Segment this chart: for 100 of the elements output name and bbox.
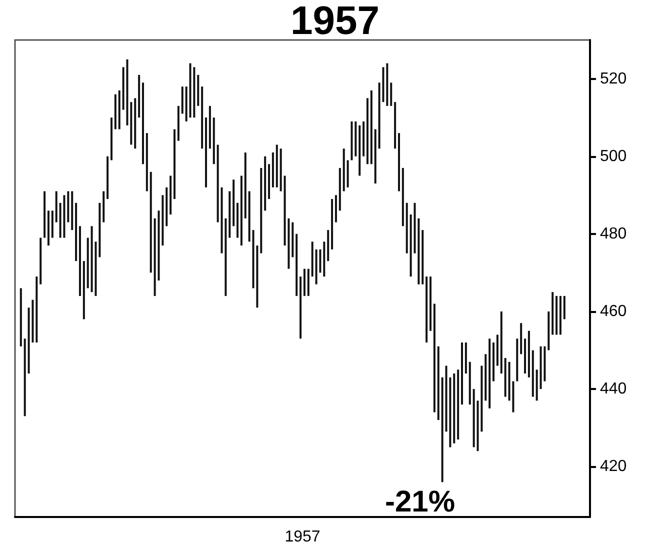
bar	[418, 218, 420, 284]
bar	[323, 242, 326, 277]
bar	[292, 222, 294, 258]
bar	[464, 342, 467, 374]
bar	[559, 296, 562, 335]
bar	[488, 338, 491, 408]
bar	[358, 125, 361, 176]
bar	[150, 172, 152, 273]
bar	[426, 276, 428, 342]
bar	[63, 195, 66, 238]
bar	[248, 191, 250, 242]
bar	[556, 296, 558, 335]
bar	[170, 176, 172, 215]
bar	[216, 144, 219, 222]
bar	[185, 86, 188, 122]
annotation: -21%	[385, 486, 456, 518]
y-tick-label: 460	[600, 302, 627, 320]
bar	[524, 338, 526, 374]
bar	[114, 94, 116, 130]
bar	[280, 148, 282, 192]
bar	[468, 362, 471, 405]
bar	[552, 292, 554, 335]
bar	[272, 152, 274, 188]
bar	[386, 63, 388, 106]
bar	[174, 129, 176, 199]
bar	[260, 168, 262, 254]
bar	[106, 156, 109, 199]
bar	[500, 311, 502, 374]
x-axis-title: 1957	[284, 528, 320, 546]
bar	[429, 276, 432, 331]
bar	[563, 296, 566, 320]
bar	[75, 202, 78, 262]
bar	[350, 121, 353, 160]
bar	[370, 90, 372, 164]
bar	[118, 90, 120, 130]
bar	[193, 67, 196, 118]
bar	[390, 82, 392, 106]
bar	[300, 276, 302, 339]
bar	[244, 152, 246, 218]
bar	[264, 156, 266, 211]
y-tick-label: 500	[600, 148, 627, 165]
bar	[331, 199, 334, 250]
bar	[197, 74, 200, 106]
bar	[40, 238, 42, 284]
bar	[315, 249, 318, 284]
bar	[307, 268, 310, 296]
bar	[177, 106, 180, 141]
bar	[296, 234, 298, 296]
bar	[82, 261, 85, 320]
bar	[142, 82, 144, 164]
bar	[24, 338, 26, 416]
bar	[232, 180, 235, 226]
bar	[504, 358, 506, 397]
y-tick-label: 440	[600, 380, 627, 398]
bar	[311, 242, 314, 277]
bar	[154, 218, 156, 296]
bar	[236, 202, 239, 238]
bar	[354, 121, 357, 156]
y-tick-label: 420	[600, 458, 627, 476]
bar	[362, 121, 365, 156]
bar	[342, 148, 345, 192]
bar	[208, 106, 211, 149]
bar	[181, 86, 184, 114]
bar	[366, 98, 368, 164]
bar	[47, 210, 50, 246]
bar	[67, 191, 70, 222]
bar	[110, 118, 112, 160]
bar	[394, 102, 396, 149]
bar	[228, 191, 231, 238]
bar	[71, 191, 74, 230]
bar	[520, 323, 522, 354]
bar	[86, 238, 89, 288]
bar	[374, 129, 376, 184]
bar	[51, 210, 54, 238]
bar	[516, 338, 518, 382]
bar	[102, 191, 105, 222]
bar	[276, 144, 278, 188]
bar	[540, 346, 542, 390]
bar	[472, 389, 475, 448]
bar	[327, 230, 330, 262]
bar	[338, 168, 341, 211]
bar	[126, 59, 128, 126]
bar	[548, 311, 550, 350]
bar	[166, 187, 168, 226]
bar	[406, 202, 408, 254]
bar	[441, 377, 444, 482]
bar	[240, 176, 242, 246]
bar	[303, 268, 306, 296]
bar	[90, 226, 93, 292]
bar	[36, 276, 38, 342]
bar	[334, 195, 337, 222]
bar	[44, 191, 46, 238]
bar	[130, 102, 132, 145]
bar	[146, 133, 148, 192]
bar	[134, 98, 136, 149]
bar	[55, 191, 58, 222]
bar	[138, 74, 140, 118]
bar	[212, 118, 215, 164]
bar	[437, 346, 440, 420]
bar	[78, 226, 81, 296]
